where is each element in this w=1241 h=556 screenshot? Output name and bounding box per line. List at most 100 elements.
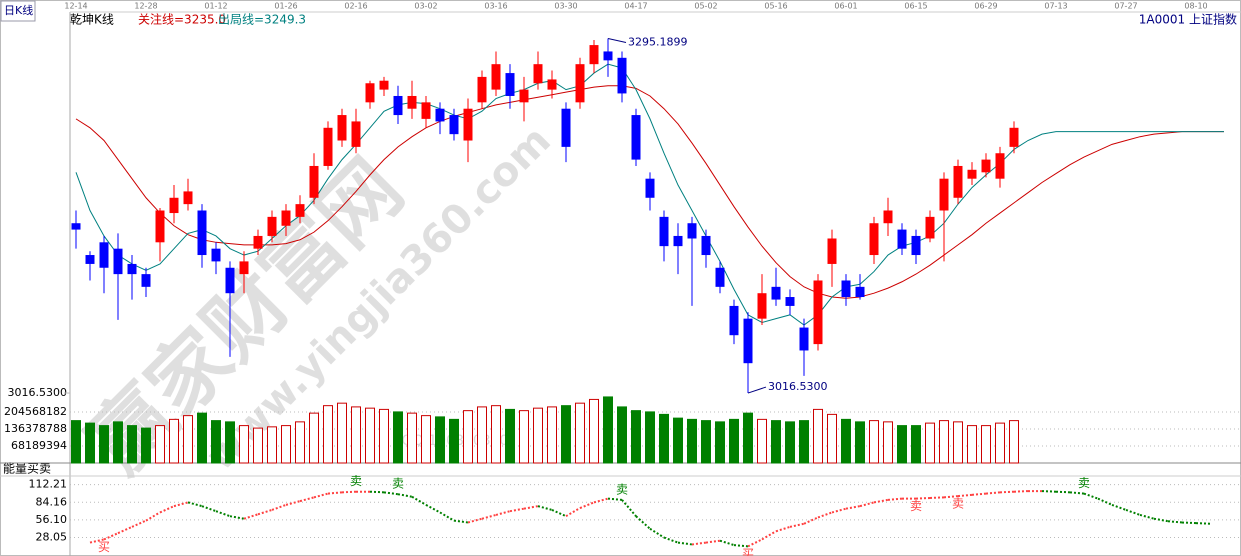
signal-label: 卖 [910,499,922,513]
energy-segment [313,492,329,499]
energy-segment [131,519,147,528]
volume-bar [603,396,613,464]
candle-body [827,238,837,264]
x-tick-label: 05-16 [764,2,787,11]
energy-segment [775,525,791,533]
x-tick-label: 01-26 [274,2,297,11]
x-tick-label: 12-28 [134,2,157,11]
volume-bar [785,421,795,464]
y-tick-label: 112.21 [29,478,68,491]
legend-label: 关注线=3235.0 [138,12,226,27]
candle-body [99,242,109,268]
candle-body [967,169,977,179]
energy-segment [145,511,161,522]
energy-segment [551,509,567,518]
energy-segment [761,530,777,541]
chart-title: 乾坤K线 [70,12,114,27]
candle-body [687,223,697,239]
volume-bar [981,425,991,464]
volume-bar [211,420,221,464]
volume-bar [547,406,557,464]
candle-body [729,305,739,336]
energy-segment [621,499,637,517]
x-tick-label: 06-15 [904,2,927,11]
candle-body [295,204,305,217]
symbol: 1A0001 上证指数 [1139,12,1237,27]
energy-segment [215,510,231,518]
volume-bar [897,425,907,464]
volume-bar [365,407,375,464]
volume-bar [267,426,277,464]
volume-bar [701,420,711,464]
annotation-label: 3295.1899 [628,35,688,48]
energy-segment [831,507,847,514]
volume-bar [645,411,655,464]
volume-bar [827,413,837,464]
volume-bar [869,420,879,464]
volume-bar [379,408,389,464]
volume-bar [519,410,529,464]
candle-body [673,235,683,247]
volume-bar [155,425,165,464]
indicator-title: 能量买卖 [3,462,51,476]
volume-bar [1009,420,1019,464]
y-tick-label: 3016.5300 [8,386,68,399]
candle-body [393,95,403,116]
volume-bar [141,427,151,464]
volume-bar [225,421,235,464]
annotation-line [747,386,767,394]
energy-segment [159,505,175,514]
volume-bar [505,408,515,464]
energy-segment [747,538,763,548]
volume-bar [673,417,683,464]
x-tick-label: 02-16 [344,2,367,11]
energy-segment [495,510,511,516]
candle-body [491,64,501,90]
candle-body [253,235,263,249]
candle-body [127,263,137,275]
volume-bar [197,412,207,464]
volume-bar [337,402,347,464]
volume-bar [281,425,291,464]
candle-body [939,178,949,211]
volume-bar [911,425,921,464]
volume-bar [295,421,305,464]
volume-bar [239,425,249,464]
candle-body [85,255,95,264]
volume-bar [995,422,1005,464]
volume-bar [967,425,977,464]
energy-segment [271,503,287,511]
volume-bar [323,405,333,464]
volume-bar [477,406,487,464]
candle-body [421,102,431,119]
volume-bar [631,410,641,464]
candle-body [841,280,851,298]
volume-bar [939,420,949,464]
volume-bar [799,420,809,464]
candle-body [337,115,347,141]
volume-bar [589,398,599,464]
candle-body [169,197,179,214]
volume-bar [127,425,137,464]
volume-bar [743,412,753,464]
candle-body [519,89,529,103]
energy-segment [649,527,665,539]
candle-body [281,210,291,226]
signal-label: 买 [98,540,110,554]
candle-body [701,235,711,256]
volume-bar [771,420,781,464]
candle-body [575,64,585,103]
candle-body [211,248,221,262]
candle-body [743,318,753,364]
energy-segment [425,504,441,514]
candle-body [449,115,459,135]
x-tick-label: 08-10 [1184,2,1207,11]
volume-bar [71,420,81,464]
energy-segment [537,505,553,511]
candle-body [435,108,445,122]
volume-bar [253,427,263,464]
x-tick-label: 12-14 [64,2,87,11]
x-tick-label: 05-02 [694,2,717,11]
energy-segment [803,516,819,525]
energy-segment [411,495,427,506]
